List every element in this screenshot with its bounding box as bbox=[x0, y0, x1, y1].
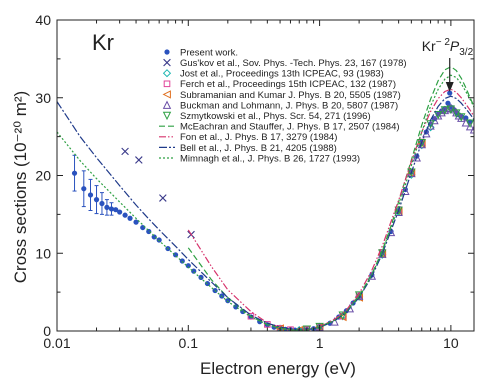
resonance-annotation: Kr− 2P3/2 bbox=[422, 37, 474, 92]
x-tick-label: 1 bbox=[316, 335, 324, 351]
legend-label: Bell et al., J. Phys. B 21, 4205 (1988) bbox=[180, 143, 337, 154]
series-6-point bbox=[394, 207, 403, 216]
series-6-point bbox=[469, 125, 474, 134]
legend-marker-swatch bbox=[164, 49, 170, 55]
series-6-point bbox=[426, 121, 435, 130]
legend-label: Fon et al., J. Phys. B 17, 3279 (1984) bbox=[180, 132, 337, 143]
x-tick-label: 0.1 bbox=[179, 335, 199, 351]
legend-marker-swatch bbox=[162, 100, 172, 109]
y-tick-label: 40 bbox=[35, 12, 51, 28]
legend-item: Buckman and Lohmann, J. Phys. B 20, 5807… bbox=[162, 100, 398, 111]
legend-label: Present work. bbox=[180, 47, 238, 58]
series-0-point bbox=[198, 274, 204, 280]
legend-item: Present work. bbox=[164, 47, 238, 58]
annotation-text: Kr− 2P3/2 bbox=[422, 37, 474, 58]
series-3-point bbox=[295, 325, 304, 331]
legend-marker-swatch bbox=[162, 111, 172, 121]
series-0-point bbox=[140, 224, 146, 231]
series-0-point bbox=[133, 219, 139, 225]
y-tick-label: 0 bbox=[43, 323, 51, 339]
annotation-p: P bbox=[450, 38, 460, 54]
series-group bbox=[57, 65, 474, 331]
series-6-point bbox=[437, 108, 446, 117]
series-7-point bbox=[465, 119, 474, 128]
axes: 0.01 0.1 1 10 0 10 20 30 40 bbox=[35, 12, 475, 351]
series-2-point bbox=[159, 194, 167, 202]
series-6-point bbox=[386, 227, 396, 237]
panel-label: Kr bbox=[92, 30, 114, 55]
legend-label: Mimnagh et al., J. Phys. B 26, 1727 (199… bbox=[180, 153, 360, 164]
series-9-line bbox=[187, 88, 474, 331]
legend-label: Jost et al., Proceedings 13th ICPEAC, 93… bbox=[180, 69, 384, 80]
legend-item: Fon et al., J. Phys. B 17, 3279 (1984) bbox=[159, 132, 337, 143]
annotation-sub: 3/2 bbox=[459, 47, 473, 58]
legend: Present work.Gus'kov et al., Sov. Phys. … bbox=[159, 47, 407, 164]
legend-item: Bell et al., J. Phys. B 21, 4205 (1988) bbox=[159, 143, 337, 154]
series-0-point bbox=[113, 207, 119, 213]
series-2-point bbox=[121, 147, 129, 156]
annotation-arrow-head bbox=[445, 82, 454, 92]
series-0-point bbox=[122, 212, 128, 218]
series-6-point bbox=[412, 153, 422, 162]
series-0-point bbox=[445, 100, 451, 106]
y-tick-label: 30 bbox=[35, 90, 51, 106]
legend-item: Mimnagh et al., J. Phys. B 26, 1727 (199… bbox=[159, 153, 360, 164]
legend-item: Szmytkowski et al., Phys. Scr. 54, 271 (… bbox=[162, 111, 371, 122]
series-0-point bbox=[117, 209, 123, 215]
series-4-point bbox=[247, 312, 255, 320]
legend-marker-swatch bbox=[163, 80, 171, 88]
series-6-point bbox=[417, 139, 426, 149]
legend-label: Subramanian and Kumar J. Phys. B 20, 550… bbox=[180, 90, 401, 101]
annotation-sup: − 2 bbox=[436, 37, 451, 48]
legend-item: Ferch et al., Proceedings 15th ICPEAC, 1… bbox=[163, 79, 396, 90]
y-tick-label: 10 bbox=[35, 245, 51, 261]
legend-marker-swatch bbox=[162, 90, 171, 99]
legend-label: Gus'kov et al., Sov. Phys. -Tech. Phys. … bbox=[180, 58, 407, 69]
series-7-point bbox=[433, 110, 443, 120]
y-tick-label: 20 bbox=[35, 168, 51, 184]
legend-item: Jost et al., Proceedings 13th ICPEAC, 93… bbox=[162, 69, 384, 80]
x-axis-title: Electron energy (eV) bbox=[200, 359, 356, 378]
series-7-point bbox=[417, 138, 426, 148]
y-axis-title: Cross sections (10⁻²⁰ m²) bbox=[11, 91, 30, 283]
x-tick-label: 0.01 bbox=[43, 335, 70, 351]
legend-item: Subramanian and Kumar J. Phys. B 20, 550… bbox=[162, 90, 401, 101]
series-6-point bbox=[443, 104, 453, 113]
legend-item: McEachran and Stauffer, J. Phys. B 17, 2… bbox=[159, 122, 400, 133]
series-0-point bbox=[151, 234, 157, 240]
legend-item: Gus'kov et al., Sov. Phys. -Tech. Phys. … bbox=[163, 58, 407, 69]
series-2-point bbox=[135, 156, 143, 164]
series-0-point bbox=[463, 115, 469, 121]
legend-label: Ferch et al., Proceedings 15th ICPEAC, 1… bbox=[180, 79, 396, 90]
series-6-point bbox=[367, 271, 377, 280]
legend-marker-swatch bbox=[162, 69, 172, 78]
series-6-point bbox=[465, 122, 474, 131]
series-7-point bbox=[440, 106, 450, 115]
series-7-point bbox=[457, 113, 466, 122]
series-0-point bbox=[185, 263, 191, 269]
series-0-point bbox=[447, 90, 453, 96]
x-tick-label: 10 bbox=[443, 335, 459, 351]
legend-label: Buckman and Lohmann, J. Phys. B 20, 5807… bbox=[180, 100, 398, 111]
legend-label: Szmytkowski et al., Phys. Scr. 54, 271 (… bbox=[180, 111, 371, 122]
legend-marker-swatch bbox=[163, 58, 171, 67]
legend-label: McEachran and Stauffer, J. Phys. B 17, 2… bbox=[180, 122, 400, 133]
series-0-point bbox=[127, 215, 133, 221]
annotation-main: Kr bbox=[422, 38, 436, 54]
